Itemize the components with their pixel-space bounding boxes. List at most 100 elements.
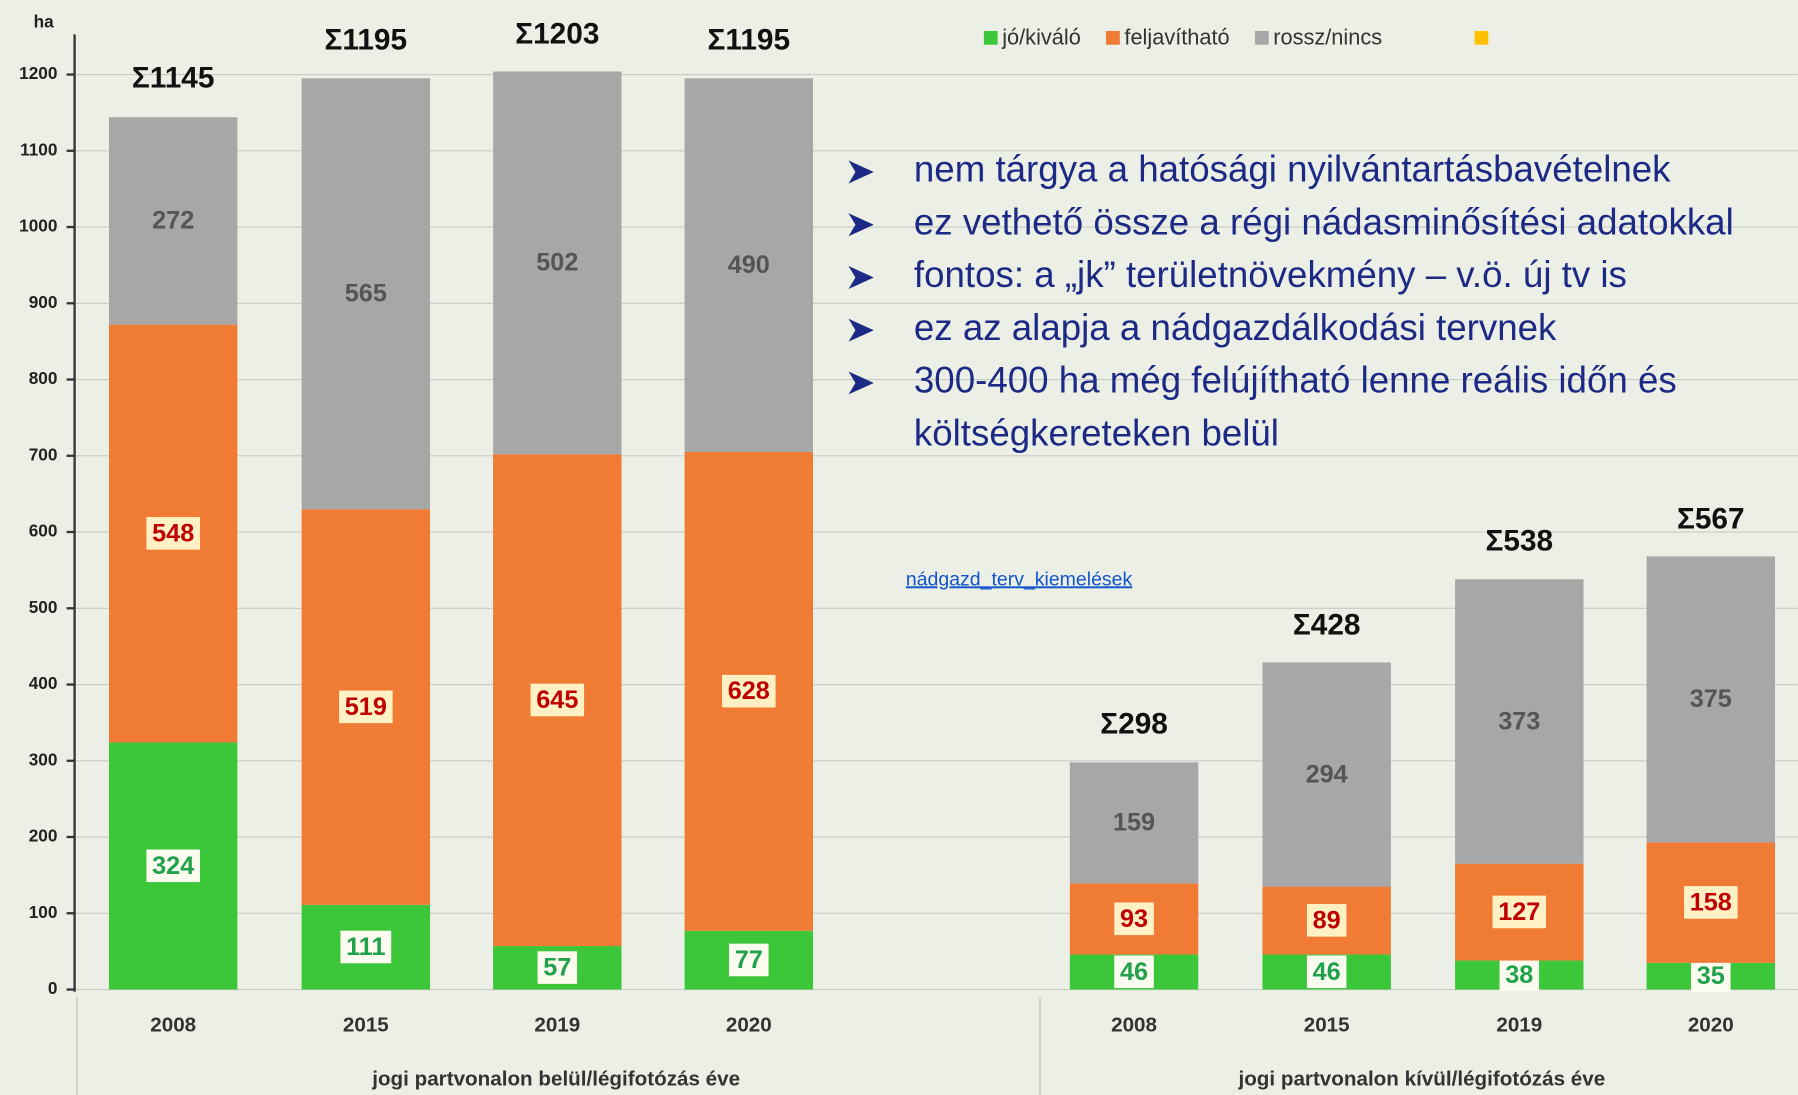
y-tick-label: 700 xyxy=(29,444,58,464)
value-label-box xyxy=(146,849,200,883)
value-label: 645 xyxy=(536,686,578,714)
value-label: 57 xyxy=(543,954,571,982)
x-tick-label: 2008 xyxy=(150,1014,196,1037)
value-label-box xyxy=(1492,895,1547,929)
value-label-box xyxy=(537,951,578,984)
value-label: 324 xyxy=(152,852,194,880)
value-label: 628 xyxy=(728,677,770,705)
value-label: 158 xyxy=(1690,888,1732,916)
value-label-box xyxy=(722,674,776,708)
bullet-text: nem tárgya a hatósági nyilvántartásbavét… xyxy=(914,149,1671,190)
value-label: 46 xyxy=(1120,958,1148,986)
bullet-text: ez vethető össze a régi nádasminősítési … xyxy=(914,201,1734,242)
bar-segment xyxy=(1069,762,1199,884)
bullet-text: 300-400 ha még felújítható lenne reális … xyxy=(914,360,1677,401)
total-label: Σ1195 xyxy=(708,24,791,57)
value-label: 93 xyxy=(1120,905,1148,933)
value-label-box xyxy=(1306,955,1347,989)
value-label: 127 xyxy=(1498,898,1540,926)
value-label-box xyxy=(729,943,769,977)
y-tick-label: 900 xyxy=(29,292,58,312)
bullet-text: költségkereteken belül xyxy=(914,412,1279,453)
y-tick-label: 0 xyxy=(48,978,58,998)
value-label: 159 xyxy=(1113,809,1155,837)
value-label: 89 xyxy=(1313,906,1341,934)
value-label-box xyxy=(1114,902,1154,936)
value-label-box xyxy=(340,930,392,964)
bullet-arrow xyxy=(848,318,874,342)
bar-segment xyxy=(1646,556,1775,843)
value-label: 35 xyxy=(1697,962,1725,990)
y-tick-label: 800 xyxy=(29,368,58,388)
y-tick-label: 200 xyxy=(29,826,58,846)
y-tick-label: 600 xyxy=(29,521,58,541)
value-label: 519 xyxy=(345,693,387,721)
bullet-arrow xyxy=(848,160,874,184)
bar-segment xyxy=(301,78,431,510)
value-label-box xyxy=(1691,959,1731,993)
value-label: 111 xyxy=(346,933,385,961)
value-label-box xyxy=(146,517,200,550)
value-label: 272 xyxy=(152,207,194,235)
value-label: 294 xyxy=(1306,760,1348,788)
legend-label: rossz/nincs xyxy=(1273,25,1382,50)
y-tick-label: 100 xyxy=(29,902,58,922)
total-label: Σ1195 xyxy=(325,24,408,57)
y-tick-label: 1100 xyxy=(20,139,57,159)
value-label: 373 xyxy=(1498,707,1540,735)
bullet-text: ez az alapja a nádgazdálkodási tervnek xyxy=(914,307,1557,348)
y-axis-label: ha xyxy=(34,11,54,31)
value-label: 375 xyxy=(1690,685,1732,713)
bullet-arrow xyxy=(848,371,874,395)
x-axis-label: jogi partvonalon belül/légifotózás éve xyxy=(371,1068,740,1091)
link-text[interactable]: nádgazd_terv_kiemelések xyxy=(906,568,1133,590)
value-label-box xyxy=(1684,886,1738,919)
legend-label: feljavítható xyxy=(1124,25,1229,50)
value-label: 565 xyxy=(345,280,387,308)
y-tick-label: 400 xyxy=(29,673,58,693)
bar-segment xyxy=(493,71,622,455)
legend-swatch xyxy=(1474,30,1489,45)
link[interactable]: nádgazd_terv_kiemelések xyxy=(906,568,1133,590)
bar-segment xyxy=(1455,579,1584,864)
legend-swatch xyxy=(1254,30,1269,45)
y-tick-label: 500 xyxy=(29,597,58,617)
x-tick-label: 2019 xyxy=(534,1014,580,1037)
bar-segment xyxy=(108,117,238,325)
x-tick-label: 2015 xyxy=(1304,1014,1350,1037)
legend-label: jó/kiváló xyxy=(1001,25,1081,50)
x-tick-label: 2019 xyxy=(1496,1014,1542,1037)
value-label: 490 xyxy=(728,251,770,279)
value-label-box xyxy=(1499,958,1540,992)
value-label: 502 xyxy=(536,249,578,277)
value-label-box xyxy=(1306,904,1347,937)
value-label-box xyxy=(530,683,585,717)
total-label: Σ1203 xyxy=(515,17,599,50)
x-tick-label: 2020 xyxy=(726,1014,772,1037)
value-label: 38 xyxy=(1505,961,1533,989)
bar-segment xyxy=(1262,662,1391,887)
y-tick-label: 1000 xyxy=(19,216,57,236)
value-label: 77 xyxy=(735,946,763,974)
bullet-arrow xyxy=(848,266,874,289)
total-label: Σ538 xyxy=(1486,524,1554,557)
value-label: 46 xyxy=(1313,958,1341,986)
y-tick-label: 1200 xyxy=(19,63,57,83)
total-label: Σ298 xyxy=(1100,707,1168,740)
x-axis-label: jogi partvonalon kívül/légifotózás éve xyxy=(1237,1068,1605,1091)
y-tick-label: 300 xyxy=(29,749,58,769)
total-label: Σ567 xyxy=(1677,502,1745,535)
value-label-box xyxy=(339,690,393,724)
bar-segment xyxy=(684,78,814,452)
value-label: 548 xyxy=(152,519,194,547)
value-label-box xyxy=(1114,955,1154,989)
legend-swatch xyxy=(1106,30,1120,45)
total-label: Σ428 xyxy=(1293,608,1361,641)
legend-swatch xyxy=(983,30,998,45)
x-tick-label: 2015 xyxy=(343,1014,389,1037)
bullet-arrow xyxy=(848,213,874,237)
total-label: Σ1145 xyxy=(132,62,215,95)
x-tick-label: 2008 xyxy=(1111,1014,1157,1037)
x-tick-label: 2020 xyxy=(1688,1014,1734,1037)
